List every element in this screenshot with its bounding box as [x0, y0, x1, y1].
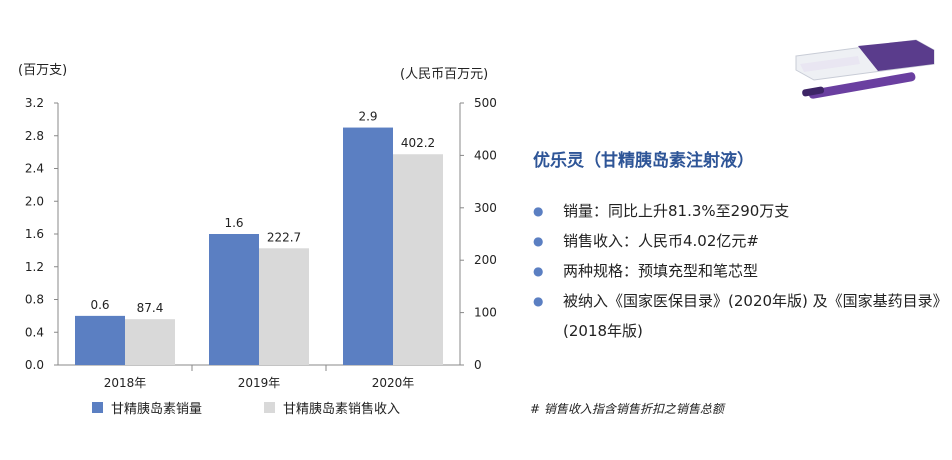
data-label-revenue: 87.4 — [137, 301, 164, 315]
product-title: 优乐灵（甘精胰岛素注射液） — [533, 151, 754, 171]
bullet-text: 两种规格：预填充型和笔芯型 — [563, 262, 759, 280]
bullet-text: 销量：同比上升81.3%至290万支 — [563, 202, 790, 220]
legend-swatch-volume — [92, 402, 103, 413]
bar-volume — [343, 127, 393, 365]
chart-legend: 甘精胰岛素销量 甘精胰岛素销售收入 — [92, 398, 462, 417]
bar-revenue — [259, 248, 309, 365]
right-axis-unit: (人民币百万元) — [400, 67, 489, 82]
x-tick-label: 2020年 — [372, 376, 415, 390]
bullet-dot-icon: ● — [533, 294, 544, 308]
left-axis-tick-label: 1.2 — [25, 260, 44, 274]
data-label-volume: 1.6 — [224, 216, 243, 230]
right-axis-tick-label: 300 — [474, 201, 497, 215]
bullet-item: ● 销量：同比上升81.3%至290万支 — [533, 196, 943, 226]
legend-swatch-revenue — [264, 402, 276, 413]
bullet-item: ● 两种规格：预填充型和笔芯型 — [533, 256, 943, 286]
right-axis-tick-label: 400 — [474, 148, 497, 162]
bar-revenue — [125, 319, 175, 365]
right-axis-tick-label: 0 — [474, 358, 482, 372]
bullet-dot-icon: ● — [533, 204, 544, 218]
product-bullet-list: ● 销量：同比上升81.3%至290万支 ● 销售收入：人民币4.02亿元# ●… — [533, 196, 943, 346]
data-label-revenue: 402.2 — [401, 136, 435, 150]
left-axis-tick-label: 2.8 — [25, 129, 44, 143]
left-axis-tick-label: 3.2 — [25, 96, 44, 110]
bar-volume — [75, 315, 125, 365]
data-label-volume: 2.9 — [358, 110, 377, 124]
legend-item-volume: 甘精胰岛素销量 — [92, 398, 202, 417]
left-axis-tick-label: 1.6 — [25, 227, 44, 241]
bar-volume — [209, 234, 259, 365]
x-tick-label: 2019年 — [238, 376, 281, 390]
footnote: # 销售收入指含销售折扣之销售总额 — [530, 402, 724, 416]
left-axis-tick-label: 0.8 — [25, 293, 44, 307]
bullet-text: 被纳入《国家医保目录》(2020年版) 及《国家基药目录》(2018年版) — [563, 292, 941, 340]
bar-revenue — [393, 154, 443, 365]
right-axis-tick-label: 200 — [474, 253, 497, 267]
legend-item-revenue: 甘精胰岛素销售收入 — [264, 398, 400, 417]
bullet-dot-icon: ● — [533, 234, 544, 248]
right-axis-tick-label: 500 — [474, 96, 497, 110]
bullet-dot-icon: ● — [533, 264, 544, 278]
data-label-volume: 0.6 — [90, 298, 109, 312]
bullet-text: 销售收入：人民币4.02亿元# — [563, 232, 759, 250]
left-axis-tick-label: 0.0 — [25, 358, 44, 372]
legend-label-volume: 甘精胰岛素销量 — [111, 402, 203, 417]
bullet-item: ● 被纳入《国家医保目录》(2020年版) 及《国家基药目录》(2018年版) — [533, 286, 943, 346]
x-tick-label: 2018年 — [104, 376, 147, 390]
legend-label-revenue: 甘精胰岛素销售收入 — [283, 402, 401, 417]
insulin-pen-product-image — [795, 39, 935, 99]
right-axis-tick-label: 100 — [474, 306, 497, 320]
left-axis-unit: (百万支) — [18, 63, 68, 78]
left-axis-tick-label: 2.0 — [25, 194, 44, 208]
bullet-item: ● 销售收入：人民币4.02亿元# — [533, 226, 943, 256]
data-label-revenue: 222.7 — [267, 230, 301, 244]
left-axis-tick-label: 0.4 — [25, 325, 44, 339]
left-axis-tick-label: 2.4 — [25, 162, 44, 176]
